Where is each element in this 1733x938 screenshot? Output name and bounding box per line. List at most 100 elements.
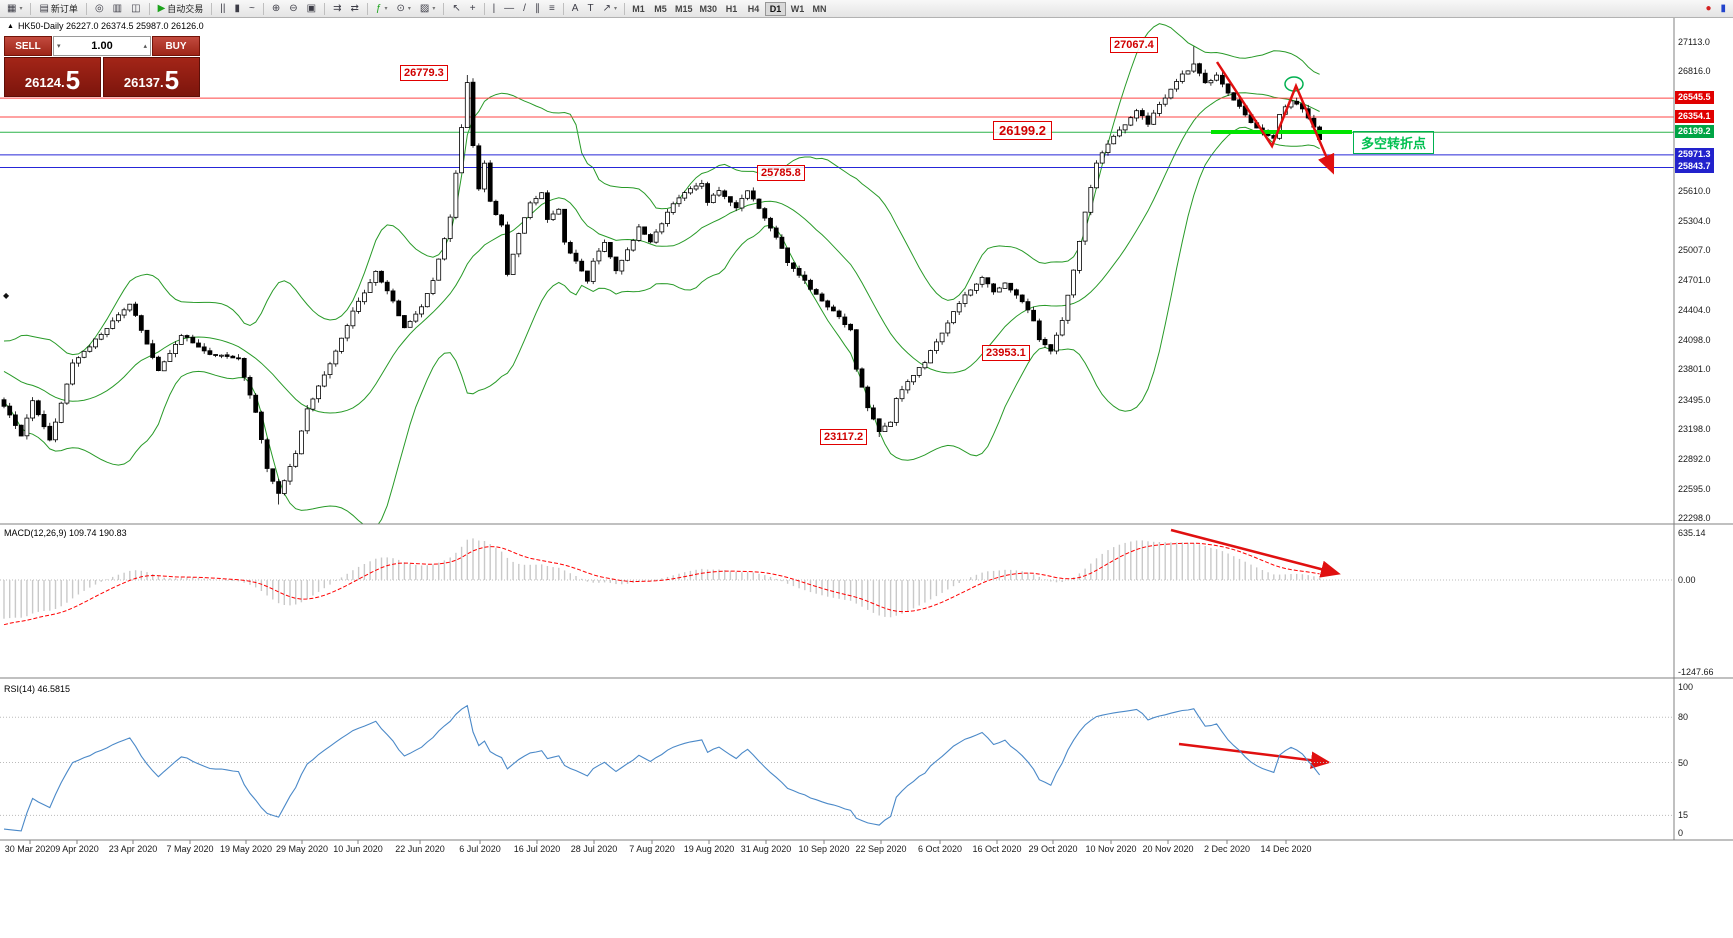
market-watch-button[interactable]: ▥ — [109, 1, 126, 17]
zoom-out-button[interactable]: ⊖ — [285, 1, 301, 17]
toolbar-separator — [483, 2, 485, 15]
fibonacci-button[interactable]: ≡ — [545, 1, 559, 17]
toolbar-separator — [562, 2, 564, 15]
crosshair-button[interactable]: + — [466, 1, 480, 17]
timeframe-h1-button[interactable]: H1 — [721, 2, 742, 16]
dropdown-caret-icon: ▾ — [407, 6, 411, 12]
new-order-button-label: 新订单 — [50, 4, 78, 14]
label-icon: T — [587, 2, 594, 14]
candlestick-chart-icon: ▮ — [234, 2, 241, 14]
timeframe-mn-button[interactable]: MN — [809, 2, 830, 16]
bar-chart-icon: || — [220, 2, 226, 14]
volume-increase-button[interactable]: ▴ — [143, 43, 147, 50]
autotrading-button-label: 自动交易 — [167, 4, 204, 14]
alert-icon[interactable]: ● — [1701, 1, 1715, 17]
zoom-in-button[interactable]: ⊕ — [268, 1, 284, 17]
alert-icon: ● — [1705, 2, 1712, 14]
autotrading-button[interactable]: ▶ 自动交易 — [154, 1, 208, 17]
toolbar-separator — [262, 2, 264, 15]
zoom-out-icon: ⊖ — [289, 2, 298, 14]
compass-button[interactable]: ◎ — [91, 1, 108, 17]
news-icon: ▮ — [1720, 2, 1726, 14]
timeframe-m30-button[interactable]: M30 — [697, 2, 721, 16]
auto-scroll-icon: ⇉ — [333, 2, 342, 14]
navigator-button[interactable]: ◫ — [127, 1, 144, 17]
candlestick-chart-button[interactable]: ▮ — [231, 1, 245, 17]
toolbar-separator — [211, 2, 213, 15]
panel-separators — [0, 18, 1733, 844]
dropdown-caret-icon: ▾ — [432, 6, 436, 12]
macd-panel — [0, 538, 1674, 626]
line-chart-icon: ~ — [249, 2, 255, 14]
chart-annotations — [1170, 61, 1352, 769]
sell-button[interactable]: SELL — [4, 36, 52, 56]
periods-icon: ⊙ — [396, 2, 405, 14]
chart-shift-icon: ⇄ — [350, 2, 359, 14]
timeframe-h4-button[interactable]: H4 — [743, 2, 764, 16]
toolbar-separator — [443, 2, 445, 15]
symbol-header: ▲ HK50-Daily 26227.0 26374.5 25987.0 261… — [7, 21, 204, 31]
tile-windows-icon: ▣ — [306, 2, 317, 14]
text-button[interactable]: A — [568, 1, 583, 17]
templates-icon: ▨ — [419, 2, 430, 14]
crosshair-icon: + — [469, 2, 476, 14]
navigator-icon: ◫ — [131, 2, 141, 14]
tile-windows-button[interactable]: ▣ — [303, 1, 320, 17]
rsi-panel — [0, 704, 1674, 832]
buy-price-main: 26137. — [123, 75, 164, 90]
vertical-line-button[interactable]: | — [489, 1, 500, 17]
line-chart-button[interactable]: ~ — [245, 1, 259, 17]
cursor-icon: ↖ — [452, 2, 461, 14]
one-click-trading-panel: SELL ▾ 1.00 ▴ BUY 26124. 5 26137. 5 — [4, 36, 200, 97]
arrows-button[interactable]: ↗ ▾ — [599, 1, 621, 17]
new-order-icon: ▤ — [39, 2, 49, 14]
toolbar: ▦ ▾ ▤ 新订单 ◎ ▥ ◫ ▶ 自动交易 || ▮ ~ ⊕ ⊖ ▣ ⇉ ⇄ ƒ ▾ ⊙ ▾ ▨ ▾ ↖ + | — / ∥ ≡ A T ↗ ▾… — [0, 0, 1733, 18]
new-order-button[interactable]: ▤ 新订单 — [35, 1, 81, 17]
arrows-icon: ↗ — [602, 2, 611, 14]
timeframe-m1-button[interactable]: M1 — [628, 2, 649, 16]
vertical-line-icon: | — [492, 2, 496, 14]
cursor-button[interactable]: ↖ — [448, 1, 464, 17]
periods-button[interactable]: ⊙ ▾ — [392, 1, 414, 17]
sell-price-main: 26124. — [24, 75, 65, 90]
label-button[interactable]: T — [583, 1, 597, 17]
templates-button[interactable]: ▨ ▾ — [416, 1, 439, 17]
bollinger-bands — [3, 23, 1320, 524]
bull-bear-turning-point-note[interactable]: 多空转折点 — [1353, 131, 1435, 154]
indicators-icon: ƒ — [375, 2, 382, 14]
timeframe-toolbar: M1 M5 M15 M30 H1 H4 D1 W1 MN — [628, 1, 830, 16]
sell-price-button[interactable]: 26124. 5 — [4, 57, 101, 97]
auto-scroll-button[interactable]: ⇉ — [329, 1, 345, 17]
dropdown-caret-icon: ▾ — [613, 6, 617, 12]
new-chart-icon: ▦ — [7, 2, 17, 14]
horizontal-line-objects — [0, 97, 1674, 168]
timeframe-m5-button[interactable]: M5 — [650, 2, 671, 16]
toolbar-separator — [366, 2, 368, 15]
volume-decrease-button[interactable]: ▾ — [57, 43, 61, 50]
chart-shift-button[interactable]: ⇄ — [346, 1, 362, 17]
dropdown-caret-icon: ▾ — [384, 6, 388, 12]
news-icon[interactable]: ▮ — [1716, 1, 1730, 17]
channel-button[interactable]: ∥ — [531, 1, 544, 17]
buy-price-button[interactable]: 26137. 5 — [103, 57, 200, 97]
horizontal-line-icon: — — [504, 2, 515, 14]
bar-chart-button[interactable]: || — [216, 1, 229, 17]
new-chart-button[interactable]: ▦ ▾ — [3, 1, 26, 17]
horizontal-line-button[interactable]: — — [500, 1, 518, 17]
indicators-button[interactable]: ƒ ▾ — [372, 1, 392, 17]
trendline-button[interactable]: / — [519, 1, 530, 17]
symbol-ohlc-text: HK50-Daily 26227.0 26374.5 25987.0 26126… — [17, 21, 204, 31]
zoom-in-icon: ⊕ — [271, 2, 281, 14]
rsi-indicator-title: RSI(14) 46.5815 — [4, 684, 71, 694]
timeframe-m15-button[interactable]: M15 — [672, 2, 696, 16]
volume-value[interactable]: 1.00 — [91, 40, 113, 52]
timeframe-w1-button[interactable]: W1 — [787, 2, 808, 16]
channel-icon: ∥ — [534, 2, 540, 14]
toolbar-right: ● ▮ — [1701, 1, 1730, 17]
volume-field[interactable]: ▾ 1.00 ▴ — [53, 36, 151, 56]
timeframe-d1-button[interactable]: D1 — [765, 1, 787, 16]
buy-button[interactable]: BUY — [152, 36, 200, 56]
dropdown-caret-icon: ▾ — [19, 6, 23, 12]
